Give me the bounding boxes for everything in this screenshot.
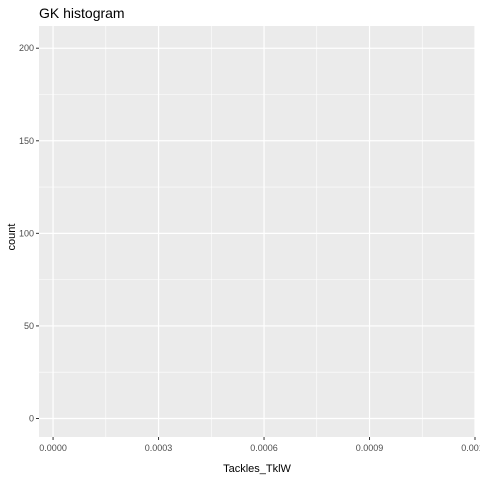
x-axis: 0.0000 0.0003 0.0006 0.0009 0.0012 <box>39 437 480 453</box>
y-tick-label: 100 <box>19 228 34 238</box>
y-axis-title: count <box>6 224 18 251</box>
y-tick-label: 0 <box>29 413 34 423</box>
y-tick-label: 150 <box>19 136 34 146</box>
y-axis: 0 50 100 150 200 <box>19 43 39 423</box>
plot-panel <box>39 26 475 437</box>
y-tick-label: 200 <box>19 43 34 53</box>
x-axis-title: Tackles_TklW <box>223 463 291 475</box>
x-tick-label: 0.0006 <box>250 443 278 453</box>
x-tick-label: 0.0000 <box>39 443 67 453</box>
x-tick-label: 0.0012 <box>461 443 480 453</box>
x-tick-label: 0.0009 <box>356 443 384 453</box>
y-tick-label: 50 <box>24 321 34 331</box>
chart-title: GK histogram <box>39 5 125 21</box>
grid-minor-lines <box>39 1 475 437</box>
grid-major-lines <box>39 26 476 437</box>
x-tick-label: 0.0003 <box>145 443 173 453</box>
